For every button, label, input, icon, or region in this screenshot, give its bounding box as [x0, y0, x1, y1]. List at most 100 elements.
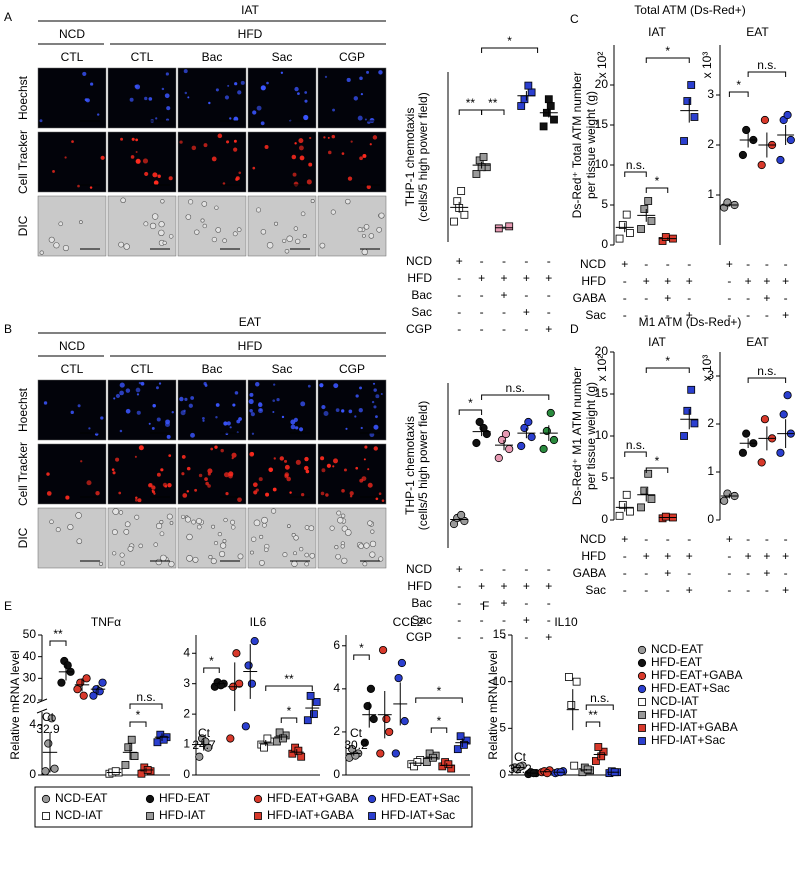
data-point: [363, 701, 372, 711]
significance-bracket: [129, 721, 147, 727]
cell: [191, 519, 197, 525]
legend-marker: [368, 812, 376, 820]
cell: [227, 84, 230, 87]
cell: [159, 531, 165, 537]
legend-label: NCD-EAT: [651, 642, 704, 656]
cell: [284, 473, 289, 479]
column-label: CTL: [131, 362, 154, 376]
condition-label: HFD: [581, 274, 606, 288]
cell: [284, 248, 290, 254]
y-tick-label: 5: [601, 470, 608, 484]
axis-multiplier: x 10²: [595, 52, 609, 79]
condition-sign: -: [502, 562, 506, 576]
micrograph: [317, 195, 387, 257]
condition-sign: +: [621, 257, 628, 271]
cell: [300, 401, 306, 407]
cell: [358, 408, 363, 413]
data-point: [347, 745, 357, 754]
legend-marker: [637, 684, 647, 694]
condition-sign: +: [523, 305, 530, 319]
cell: [135, 498, 138, 502]
data-point: [494, 224, 503, 233]
cell: [151, 213, 159, 220]
cell: [183, 69, 188, 74]
data-point: [783, 110, 792, 120]
data-point: [738, 150, 748, 160]
cell: [184, 91, 188, 95]
cell: [136, 410, 141, 415]
y-axis-label: (cells/5 high power field): [416, 92, 430, 221]
data-point: [306, 691, 315, 700]
cell: [134, 84, 138, 88]
condition-sign: +: [523, 613, 530, 627]
data-point: [517, 441, 526, 451]
y-tick-label: 2: [183, 706, 190, 720]
condition-sign: -: [644, 291, 648, 305]
y-tick-label: 20: [595, 77, 609, 91]
y-tick-label: 5: [601, 197, 608, 211]
cell: [284, 459, 288, 463]
cell: [273, 457, 276, 460]
data-point: [279, 734, 287, 743]
cell: [281, 415, 285, 419]
cell: [272, 487, 277, 492]
data-point: [226, 734, 235, 743]
chart-subtitle: IAT: [648, 335, 666, 349]
cell: [306, 179, 312, 185]
y-tick-label: 10: [493, 674, 507, 688]
data-point: [786, 135, 795, 145]
cell: [304, 456, 309, 462]
condition-sign: +: [545, 322, 552, 336]
cell: [330, 209, 336, 215]
condition-sign: -: [765, 308, 769, 322]
cell: [179, 140, 183, 144]
data-point: [121, 761, 130, 769]
data-point: [618, 221, 627, 229]
data-point: [720, 496, 729, 505]
data-point: [50, 764, 59, 773]
data-point: [360, 738, 369, 747]
cell: [367, 482, 373, 488]
cell: [261, 516, 268, 524]
cell: [353, 96, 359, 101]
significance-label: *: [665, 354, 670, 368]
significance-label: n.s.: [136, 690, 155, 704]
cell: [258, 477, 263, 482]
cell: [259, 560, 265, 566]
condition-sign: -: [644, 566, 648, 580]
cell: [369, 143, 372, 146]
cell: [341, 152, 345, 155]
cell: [255, 382, 260, 387]
chart-title: TNFα: [91, 615, 121, 629]
cell: [151, 426, 155, 430]
cell: [298, 145, 304, 151]
y-tick-label: 3: [707, 368, 714, 382]
cell: [118, 510, 124, 515]
cell: [111, 468, 115, 472]
condition-sign: +: [545, 630, 552, 644]
y-axis-label: (cells/5 high power field): [416, 401, 430, 530]
data-point: [195, 752, 204, 761]
cell: [332, 465, 335, 468]
cell: [236, 227, 242, 232]
y-tick-label: 3: [707, 87, 714, 101]
cell: [200, 218, 205, 223]
data-point: [501, 429, 511, 439]
cell: [112, 471, 116, 475]
cell: [251, 536, 257, 542]
micrograph: [37, 379, 107, 441]
condition-sign: -: [480, 562, 484, 576]
significance-bracket: [430, 727, 448, 733]
panel-letter: E: [4, 599, 12, 613]
condition-sign: +: [478, 579, 485, 593]
cell: [185, 214, 192, 220]
condition-sign: -: [765, 532, 769, 546]
cell: [124, 521, 131, 528]
cell: [46, 472, 50, 476]
cell: [260, 85, 266, 91]
column-label: CGP: [339, 50, 365, 64]
cell: [320, 491, 325, 496]
cell: [362, 153, 367, 158]
condition-label: Bac: [411, 288, 432, 302]
